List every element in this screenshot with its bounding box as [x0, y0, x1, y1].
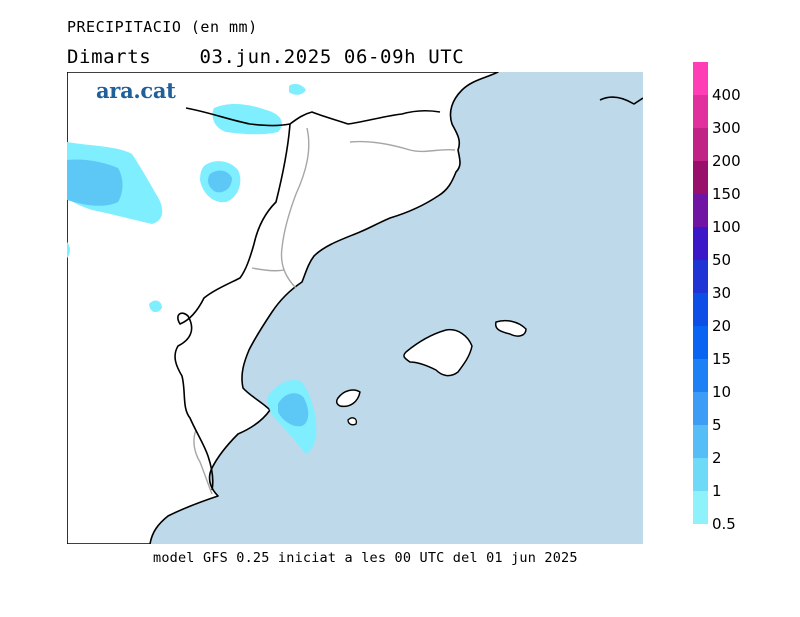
legend-swatch — [693, 194, 708, 227]
ara-cat-logo[interactable]: ara.cat — [96, 78, 176, 103]
political-borders — [193, 127, 456, 495]
legend-swatch — [693, 95, 708, 128]
menorca-island — [494, 319, 527, 337]
admin-boundary — [185, 107, 441, 127]
forecast-period: Dimarts 03.jun.2025 06-09h UTC — [67, 46, 464, 68]
map-title: PRECIPITACIO (en mm) — [67, 18, 258, 36]
rain-area-light — [149, 300, 162, 313]
forecast-hours: 06-09h UTC — [343, 46, 465, 68]
legend-label: 0.5 — [712, 515, 736, 533]
legend-swatch — [693, 458, 708, 491]
legend-label: 20 — [712, 317, 732, 335]
rain-area-light — [67, 242, 71, 258]
legend-swatch — [693, 227, 708, 260]
legend-label: 400 — [712, 86, 741, 104]
legend-swatch — [693, 326, 708, 359]
legend-label: 15 — [712, 350, 732, 368]
rain-area-medium — [278, 393, 309, 427]
legend-swatch — [693, 359, 708, 392]
legend-label: 1 — [712, 482, 722, 500]
legend-label: 100 — [712, 218, 741, 236]
legend-label: 5 — [712, 416, 722, 434]
rain-area-medium — [208, 170, 232, 193]
eivissa-island — [335, 389, 361, 408]
rain-area-light — [289, 83, 306, 95]
legend-label: 2 — [712, 449, 722, 467]
rain-area-light — [212, 103, 282, 135]
rain-area-medium — [67, 159, 123, 206]
legend-color-bar — [693, 62, 708, 524]
model-info: model GFS 0.25 iniciat a les 00 UTC del … — [153, 550, 578, 566]
legend-label: 30 — [712, 284, 732, 302]
forecast-day: Dimarts — [67, 46, 152, 68]
legend-swatch — [693, 392, 708, 425]
legend-swatch — [693, 128, 708, 161]
admin-boundary — [599, 96, 643, 105]
legend-swatch — [693, 293, 708, 326]
legend-label: 150 — [712, 185, 741, 203]
admin-boundary — [174, 123, 291, 491]
mallorca-island — [403, 328, 473, 377]
legend-swatch — [693, 260, 708, 293]
legend-label: 10 — [712, 383, 732, 401]
legend-label: 300 — [712, 119, 741, 137]
legend-label: 50 — [712, 251, 732, 269]
legend-label: 200 — [712, 152, 741, 170]
formentera-island — [347, 417, 358, 426]
legend-swatch — [693, 425, 708, 458]
precipitation-areas — [67, 83, 317, 454]
legend-swatch — [693, 62, 708, 95]
legend-swatch — [693, 491, 708, 524]
legend-swatch — [693, 161, 708, 194]
forecast-date: 03.jun.2025 — [199, 46, 332, 68]
